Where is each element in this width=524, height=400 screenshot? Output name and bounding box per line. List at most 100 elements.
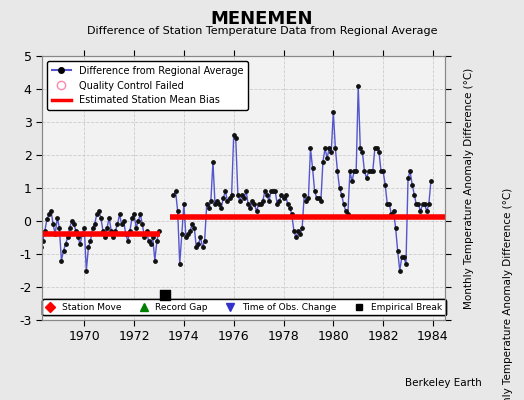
- Point: [283, 201, 292, 208]
- Point: [82, 267, 91, 274]
- Point: [310, 188, 319, 194]
- Point: [265, 198, 273, 204]
- Point: [194, 241, 203, 247]
- Point: [267, 188, 275, 194]
- Point: [292, 234, 300, 241]
- Point: [130, 211, 138, 218]
- Point: [204, 204, 213, 211]
- Point: [391, 224, 400, 231]
- Point: [97, 214, 105, 221]
- Point: [290, 228, 298, 234]
- Point: [333, 168, 342, 175]
- Point: [35, 234, 43, 241]
- Point: [314, 195, 323, 201]
- Point: [109, 234, 117, 241]
- Point: [152, 238, 161, 244]
- Point: [134, 218, 143, 224]
- Point: [186, 228, 194, 234]
- Point: [238, 191, 246, 198]
- Point: [370, 145, 379, 152]
- Point: [309, 165, 317, 171]
- Point: [74, 234, 82, 241]
- Point: [105, 214, 113, 221]
- Point: [273, 201, 281, 208]
- Point: [76, 241, 84, 247]
- Point: [398, 254, 406, 260]
- Point: [111, 228, 119, 234]
- Point: [354, 82, 363, 89]
- Text: Difference of Station Temperature Data from Regional Average: Difference of Station Temperature Data f…: [87, 26, 437, 36]
- Point: [350, 168, 358, 175]
- Point: [337, 191, 346, 198]
- Point: [55, 224, 63, 231]
- Point: [316, 198, 325, 204]
- Point: [70, 221, 78, 228]
- Point: [387, 211, 396, 218]
- Point: [43, 216, 51, 222]
- Point: [271, 188, 279, 194]
- Point: [230, 132, 238, 138]
- Point: [275, 198, 283, 204]
- Point: [178, 231, 186, 237]
- Point: [213, 198, 221, 204]
- Point: [319, 158, 327, 165]
- Point: [361, 168, 369, 175]
- Text: Berkeley Earth: Berkeley Earth: [406, 378, 482, 388]
- Point: [124, 238, 132, 244]
- Point: [400, 254, 408, 260]
- Point: [240, 195, 248, 201]
- Point: [78, 231, 86, 237]
- Point: [37, 244, 45, 250]
- Point: [84, 244, 93, 250]
- Point: [47, 208, 55, 214]
- Point: [340, 201, 348, 208]
- Point: [221, 188, 230, 194]
- Point: [379, 168, 387, 175]
- Point: [66, 224, 74, 231]
- Point: [161, 292, 169, 298]
- Point: [362, 175, 370, 181]
- Point: [389, 208, 398, 214]
- Point: [304, 195, 313, 201]
- Point: [184, 231, 192, 237]
- Point: [368, 168, 377, 175]
- Point: [150, 258, 159, 264]
- Point: [242, 188, 250, 194]
- Point: [253, 208, 261, 214]
- Point: [143, 228, 151, 234]
- Point: [107, 228, 115, 234]
- Point: [138, 221, 147, 228]
- Point: [225, 195, 234, 201]
- Point: [149, 234, 157, 241]
- Point: [49, 221, 57, 228]
- Point: [329, 109, 337, 115]
- Point: [279, 195, 288, 201]
- Point: [321, 145, 329, 152]
- Point: [373, 145, 381, 152]
- Point: [402, 261, 410, 267]
- Point: [325, 145, 333, 152]
- Point: [61, 241, 70, 247]
- Point: [95, 208, 103, 214]
- Point: [41, 228, 49, 234]
- Point: [258, 198, 267, 204]
- Point: [375, 148, 383, 155]
- Point: [323, 155, 331, 162]
- Point: [366, 168, 375, 175]
- Point: [136, 211, 145, 218]
- Point: [307, 145, 315, 152]
- Point: [358, 148, 367, 155]
- Point: [199, 244, 207, 250]
- Point: [45, 211, 53, 218]
- Point: [140, 234, 149, 241]
- Point: [101, 234, 109, 241]
- Point: [288, 211, 296, 218]
- Point: [396, 267, 404, 274]
- Point: [89, 224, 97, 231]
- Point: [263, 191, 271, 198]
- Point: [286, 204, 294, 211]
- Point: [180, 201, 188, 208]
- Point: [260, 188, 269, 194]
- Point: [327, 148, 335, 155]
- Point: [427, 178, 435, 184]
